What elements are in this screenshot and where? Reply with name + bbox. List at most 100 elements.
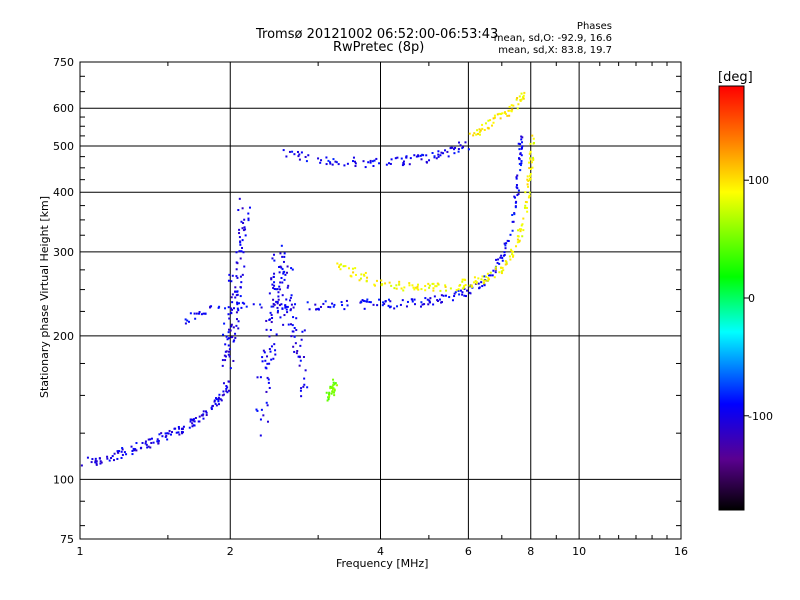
data-point — [167, 432, 170, 435]
data-point — [492, 121, 495, 124]
data-point — [479, 129, 482, 132]
data-point — [294, 303, 297, 306]
data-point — [433, 155, 436, 158]
data-point — [164, 432, 167, 435]
data-point — [438, 298, 441, 301]
data-point — [149, 438, 152, 441]
data-point — [351, 267, 354, 270]
data-point — [380, 279, 383, 282]
data-point — [301, 330, 304, 333]
data-point — [385, 163, 388, 166]
data-point — [416, 285, 419, 288]
data-point — [229, 329, 232, 332]
data-point — [95, 460, 98, 463]
data-point — [372, 165, 375, 168]
data-point — [274, 353, 277, 356]
data-point — [230, 307, 233, 310]
data-point — [189, 420, 192, 423]
data-point — [304, 369, 307, 372]
data-point — [503, 251, 506, 254]
data-point — [94, 457, 97, 460]
data-point — [300, 151, 303, 154]
data-point — [272, 286, 275, 289]
data-point — [503, 111, 506, 114]
data-point — [180, 430, 183, 433]
data-point — [292, 345, 295, 348]
data-point — [133, 449, 136, 452]
data-point — [260, 306, 263, 309]
data-point — [477, 282, 480, 285]
data-point — [99, 460, 102, 463]
data-point — [247, 212, 250, 215]
data-point — [475, 282, 478, 285]
data-point — [487, 119, 490, 122]
data-point — [436, 282, 439, 285]
data-point — [421, 303, 424, 306]
data-point — [510, 248, 513, 251]
data-point — [329, 162, 332, 165]
data-point — [272, 302, 275, 305]
data-point — [131, 453, 134, 456]
data-point — [452, 148, 455, 151]
data-point — [241, 246, 244, 249]
data-point — [184, 318, 187, 321]
data-point — [432, 303, 435, 306]
data-point — [319, 161, 322, 164]
data-point — [284, 305, 287, 308]
data-point — [520, 228, 523, 231]
data-point — [368, 301, 371, 304]
data-point — [202, 312, 205, 315]
data-point — [327, 159, 330, 162]
data-point — [354, 162, 357, 165]
data-point — [364, 300, 367, 303]
data-point — [405, 305, 408, 308]
data-point — [267, 378, 270, 381]
x-axis-label: Frequency [MHz] — [336, 557, 429, 570]
y-tick-label: 100 — [53, 473, 74, 486]
data-point — [345, 299, 348, 302]
data-point — [411, 284, 414, 287]
data-point — [527, 185, 530, 188]
data-point — [475, 281, 478, 284]
data-point — [238, 302, 241, 305]
data-point — [447, 155, 450, 158]
data-point — [330, 386, 333, 389]
data-point — [121, 453, 124, 456]
data-point — [494, 268, 497, 271]
data-point — [290, 335, 293, 338]
data-point — [343, 308, 346, 311]
data-point — [393, 307, 396, 310]
data-point — [498, 112, 501, 115]
data-point — [468, 132, 471, 135]
data-point — [494, 266, 497, 269]
data-point — [270, 313, 273, 316]
data-point — [210, 408, 213, 411]
data-point — [451, 299, 454, 302]
data-point — [282, 323, 285, 326]
data-point — [333, 303, 336, 306]
data-point — [295, 317, 298, 320]
data-point — [347, 267, 350, 270]
data-point — [210, 406, 213, 409]
data-point — [516, 97, 519, 100]
data-point — [303, 329, 306, 332]
data-point — [492, 117, 495, 120]
data-point — [281, 294, 284, 297]
data-point — [225, 385, 228, 388]
data-point — [283, 278, 286, 281]
data-point — [336, 384, 339, 387]
data-point — [238, 232, 241, 235]
data-point — [327, 305, 330, 308]
data-point — [512, 254, 515, 257]
data-point — [276, 309, 279, 312]
data-point — [308, 308, 311, 311]
data-point — [273, 259, 276, 262]
data-point — [238, 228, 241, 231]
data-point — [464, 279, 467, 282]
data-point — [121, 448, 124, 451]
data-point — [272, 275, 275, 278]
data-point — [518, 239, 521, 242]
data-point — [276, 302, 279, 305]
data-point — [481, 275, 484, 278]
data-point — [328, 391, 331, 394]
